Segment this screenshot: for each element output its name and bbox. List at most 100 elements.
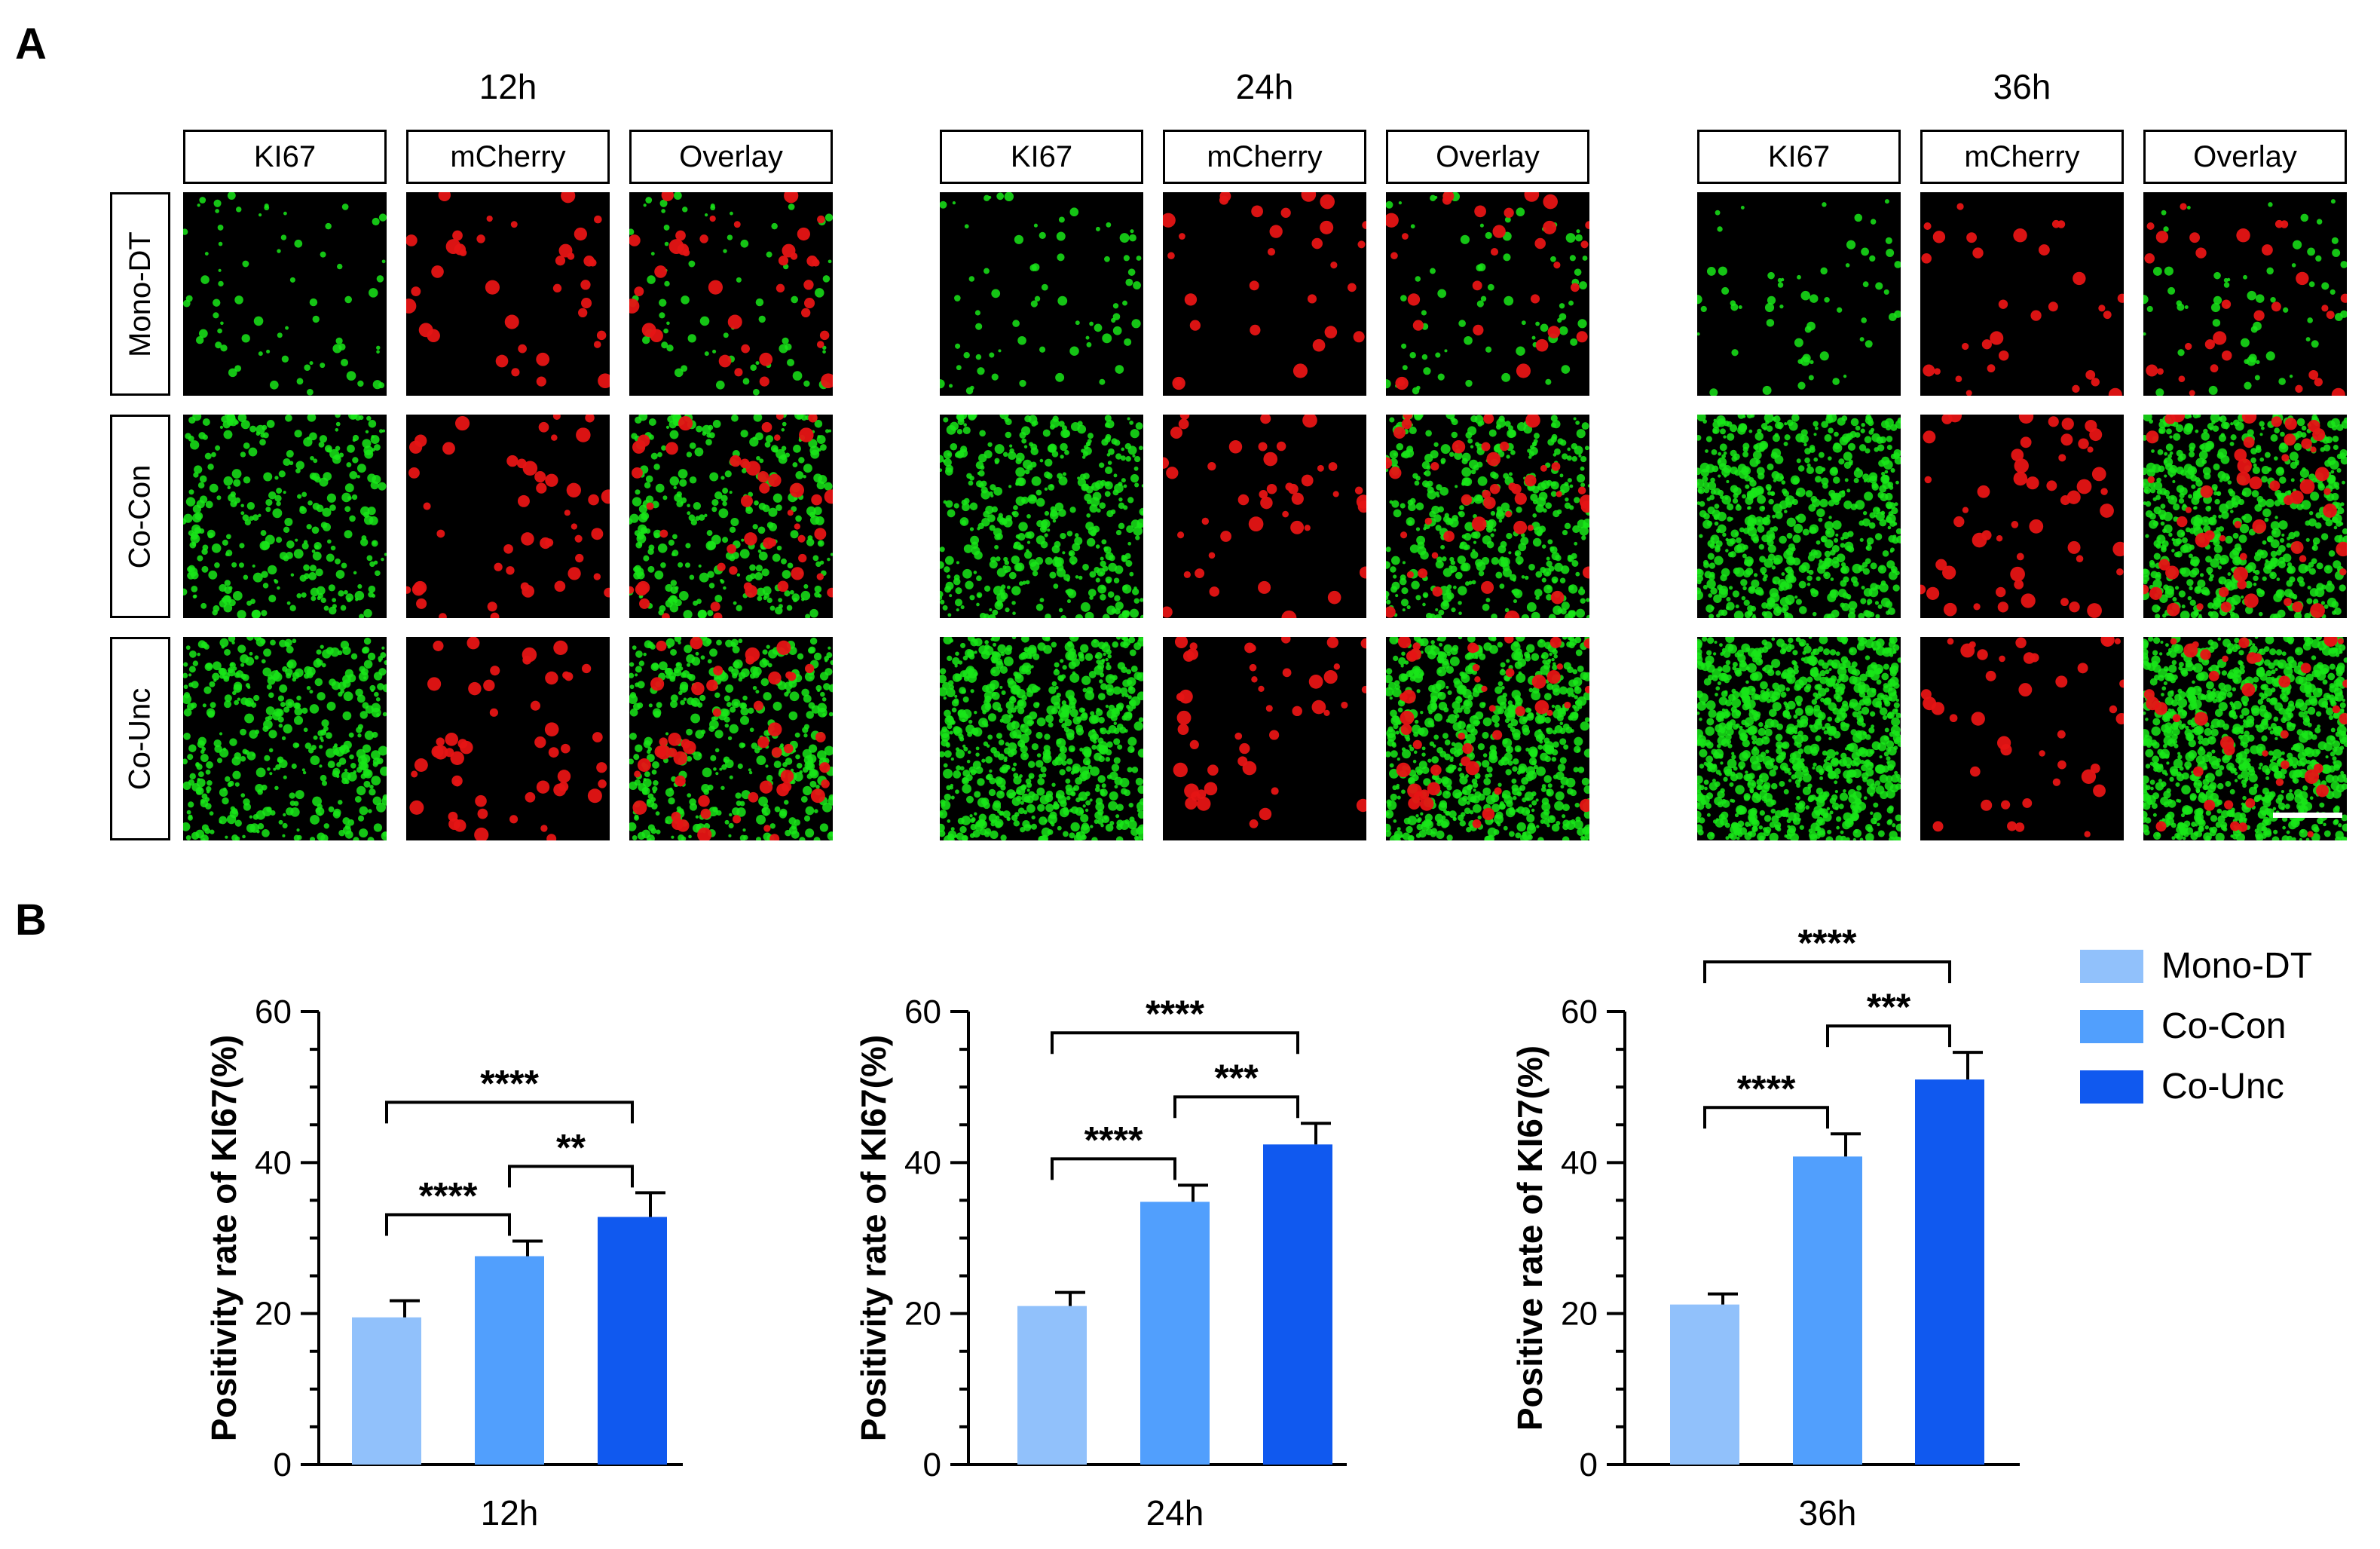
micrograph-co-con-overlay-36h — [2143, 415, 2347, 618]
micrograph-co-con-overlay-24h — [1386, 415, 1589, 618]
legend-swatch-co-con — [2080, 1010, 2143, 1043]
legend-swatch-co-unc — [2080, 1070, 2143, 1104]
group-label-mono-dt: Mono-DT — [110, 192, 170, 396]
micrograph-co-unc-overlay-36h — [2143, 637, 2347, 840]
micrograph-co-con-overlay-12h — [629, 415, 833, 618]
x-axis-label: 36h — [1799, 1493, 1857, 1532]
channel-label-overlay: Overlay — [629, 130, 833, 184]
micrograph-co-unc-overlay-12h — [629, 637, 833, 840]
y-tick-label: 20 — [1561, 1296, 1598, 1333]
micrograph-mono-dt-ki67-24h — [940, 192, 1143, 396]
micrograph-co-con-ki67-12h — [183, 415, 387, 618]
y-tick-label: 40 — [255, 1144, 292, 1181]
significance-bracket — [385, 1213, 511, 1236]
group-label-co-unc: Co-Unc — [110, 637, 170, 840]
significance-bracket — [1826, 1024, 1951, 1048]
micrograph-mono-dt-ki67-36h — [1697, 192, 1901, 396]
micrograph-co-con-ki67-36h — [1697, 415, 1901, 618]
channel-label-ki67: KI67 — [1697, 130, 1901, 184]
y-tick-label: 40 — [904, 1144, 941, 1181]
y-tick-label: 20 — [255, 1296, 292, 1333]
y-tick-label: 0 — [923, 1446, 941, 1483]
micrograph-co-unc-mcherry-12h — [406, 637, 610, 840]
bar-mono-dt — [1017, 1306, 1087, 1465]
panel-b-letter: B — [15, 895, 47, 944]
y-axis-label: Positive rate of KI67(%) — [1510, 1045, 1549, 1431]
micrograph-mono-dt-mcherry-24h — [1163, 192, 1366, 396]
significance-label: **** — [419, 1175, 478, 1217]
legend-swatch-mono-dt — [2080, 950, 2143, 983]
significance-bracket — [508, 1165, 634, 1188]
significance-label: *** — [1214, 1057, 1259, 1099]
micrograph-co-unc-mcherry-24h — [1163, 637, 1366, 840]
y-tick-label: 60 — [1561, 993, 1598, 1030]
significance-label: *** — [1867, 986, 1911, 1028]
significance-bracket — [1173, 1095, 1299, 1119]
significance-label: **** — [1737, 1067, 1796, 1110]
bar-co-con — [1140, 1202, 1210, 1465]
micrograph-co-unc-ki67-36h — [1697, 637, 1901, 840]
significance-bracket — [1703, 960, 1951, 984]
y-tick-label: 40 — [1561, 1144, 1598, 1181]
timepoint-title-36h: 36h — [1993, 67, 2051, 106]
scale-bar — [2273, 813, 2342, 818]
significance-label: **** — [1798, 922, 1857, 964]
group-label-co-con: Co-Con — [110, 415, 170, 618]
micrograph-co-unc-ki67-12h — [183, 637, 387, 840]
bar-mono-dt — [1670, 1304, 1739, 1465]
legend-label-co-unc: Co-Unc — [2161, 1067, 2284, 1107]
y-axis-label: Positivity rate of KI67(%) — [854, 1035, 893, 1441]
micrograph-co-unc-overlay-24h — [1386, 637, 1589, 840]
significance-label: **** — [480, 1062, 539, 1104]
channel-label-ki67: KI67 — [183, 130, 387, 184]
y-tick-label: 0 — [274, 1446, 292, 1483]
timepoint-title-24h: 24h — [1235, 67, 1294, 106]
significance-bracket — [1703, 1106, 1829, 1129]
significance-label: **** — [1146, 993, 1204, 1035]
micrograph-co-unc-mcherry-36h — [1920, 637, 2124, 840]
micrograph-co-con-mcherry-36h — [1920, 415, 2124, 618]
micrograph-co-unc-ki67-24h — [940, 637, 1143, 840]
micrograph-mono-dt-mcherry-36h — [1920, 192, 2124, 396]
y-tick-label: 20 — [904, 1296, 941, 1333]
bar-co-con — [475, 1256, 544, 1465]
legend-label-co-con: Co-Con — [2161, 1006, 2287, 1046]
channel-label-mcherry: mCherry — [1163, 130, 1366, 184]
micrograph-co-con-mcherry-12h — [406, 415, 610, 618]
micrograph-co-con-mcherry-24h — [1163, 415, 1366, 618]
y-tick-label: 0 — [1580, 1446, 1598, 1483]
y-tick-label: 60 — [904, 993, 941, 1030]
bar-co-unc — [598, 1217, 667, 1465]
y-tick-label: 60 — [255, 993, 292, 1030]
micrograph-mono-dt-ki67-12h — [183, 192, 387, 396]
channel-label-mcherry: mCherry — [406, 130, 610, 184]
significance-bracket — [1051, 1157, 1176, 1180]
channel-label-overlay: Overlay — [2143, 130, 2347, 184]
bar-mono-dt — [352, 1317, 421, 1465]
micrograph-mono-dt-overlay-12h — [629, 192, 833, 396]
legend-label-mono-dt: Mono-DT — [2161, 946, 2313, 986]
x-axis-label: 12h — [481, 1493, 539, 1532]
significance-label: **** — [1084, 1119, 1143, 1161]
timepoint-title-12h: 12h — [479, 67, 537, 106]
bar-co-con — [1793, 1156, 1862, 1465]
significance-label: ** — [556, 1126, 586, 1168]
significance-bracket — [1051, 1031, 1299, 1055]
channel-label-ki67: KI67 — [940, 130, 1143, 184]
x-axis-label: 24h — [1146, 1493, 1204, 1532]
bar-co-unc — [1915, 1079, 1984, 1465]
micrograph-mono-dt-mcherry-12h — [406, 192, 610, 396]
micrograph-mono-dt-overlay-36h — [2143, 192, 2347, 396]
channel-label-mcherry: mCherry — [1920, 130, 2124, 184]
y-axis-label: Positivity rate of KI67(%) — [204, 1035, 243, 1441]
panel-a-letter: A — [15, 20, 47, 69]
micrograph-mono-dt-overlay-24h — [1386, 192, 1589, 396]
bar-co-unc — [1263, 1144, 1332, 1465]
significance-bracket — [385, 1101, 634, 1124]
micrograph-co-con-ki67-24h — [940, 415, 1143, 618]
